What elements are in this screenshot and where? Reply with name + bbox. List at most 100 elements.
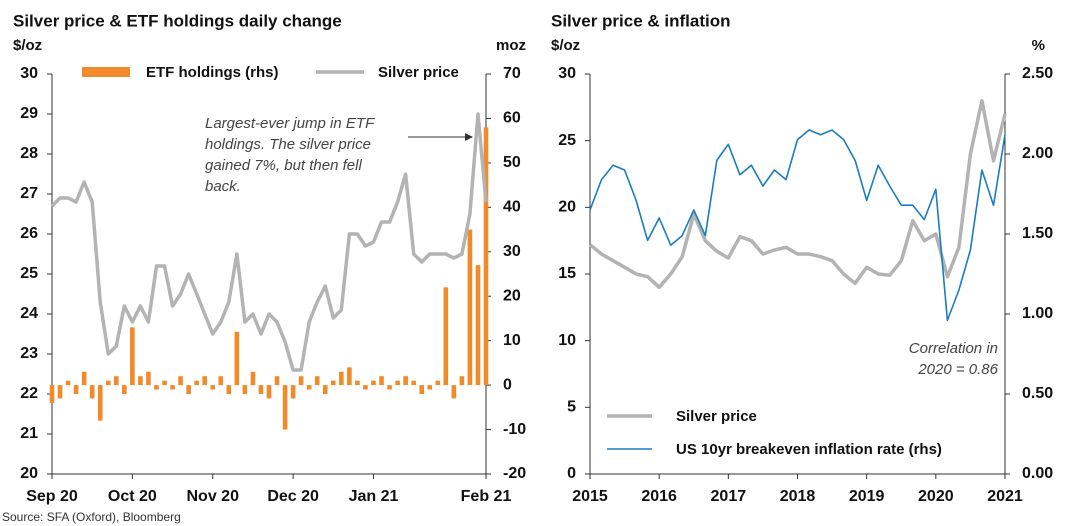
bar bbox=[73, 385, 79, 394]
bar bbox=[105, 380, 111, 386]
bar bbox=[130, 327, 135, 386]
annotation: 2020 = 0.86 bbox=[917, 361, 998, 378]
legend-label: US 10yr breakeven inflation rate (rhs) bbox=[676, 441, 942, 458]
y-tick-label: 0 bbox=[567, 465, 576, 482]
x-tick-label: Feb 21 bbox=[461, 488, 512, 505]
y2-tick-label: 2.00 bbox=[1022, 145, 1053, 162]
bar bbox=[170, 385, 175, 390]
y-tick-label: 23 bbox=[20, 345, 38, 362]
y-tick-label: 10 bbox=[558, 332, 576, 349]
y2-tick-label: 60 bbox=[503, 110, 521, 127]
bar bbox=[435, 380, 441, 386]
bar bbox=[387, 385, 392, 390]
bar bbox=[57, 385, 63, 399]
annotation: Correlation in bbox=[909, 340, 998, 357]
y-tick-label: 28 bbox=[20, 145, 38, 162]
annotation: gained 7%, but then fell bbox=[205, 157, 362, 174]
bar bbox=[339, 371, 344, 386]
bar bbox=[49, 385, 55, 403]
y2-tick-label: 50 bbox=[503, 154, 521, 171]
bar bbox=[162, 380, 167, 386]
bar bbox=[65, 380, 71, 386]
y-axis-unit: $/oz bbox=[13, 37, 42, 54]
y-tick-label: 30 bbox=[558, 65, 576, 82]
x-tick-label: Dec 20 bbox=[267, 488, 319, 505]
bar bbox=[178, 376, 183, 386]
bar bbox=[379, 376, 384, 386]
bar bbox=[122, 385, 127, 394]
bar bbox=[467, 229, 473, 386]
y2-tick-label: 0.50 bbox=[1022, 385, 1053, 402]
series-line bbox=[589, 129, 1006, 322]
x-tick-label: Sep 20 bbox=[26, 488, 78, 505]
y-axis-unit: $/oz bbox=[551, 37, 580, 54]
y-tick-label: 26 bbox=[20, 225, 38, 242]
y2-tick-label: 20 bbox=[503, 287, 521, 304]
y2-axis-unit: % bbox=[1032, 37, 1045, 54]
bar bbox=[411, 380, 416, 386]
y-tick-label: 15 bbox=[558, 265, 576, 282]
bar bbox=[154, 385, 159, 390]
series-line bbox=[50, 112, 488, 372]
annotation: holdings. The silver price bbox=[205, 136, 371, 153]
legend-label: Silver price bbox=[378, 64, 459, 81]
y2-tick-label: 40 bbox=[503, 199, 521, 216]
bar bbox=[266, 385, 272, 399]
y2-tick-label: 2.50 bbox=[1022, 65, 1053, 82]
legend-label: ETF holdings (rhs) bbox=[146, 64, 279, 81]
chart-title: Silver price & ETF holdings daily change bbox=[13, 11, 342, 30]
y2-tick-label: 70 bbox=[503, 65, 521, 82]
y-tick-label: 5 bbox=[567, 399, 576, 416]
bar bbox=[306, 385, 312, 390]
y-tick-label: 20 bbox=[20, 465, 38, 482]
bar bbox=[290, 385, 296, 399]
bar bbox=[226, 385, 232, 394]
bar bbox=[138, 376, 143, 386]
y2-tick-label: -10 bbox=[503, 421, 526, 438]
bar bbox=[298, 376, 304, 386]
y2-tick-label: 1.50 bbox=[1022, 225, 1053, 242]
bar bbox=[218, 376, 224, 386]
x-tick-label: 2017 bbox=[711, 488, 747, 505]
y2-axis-unit: moz bbox=[496, 37, 526, 54]
bar bbox=[347, 367, 352, 386]
y2-tick-label: -20 bbox=[503, 465, 526, 482]
bar bbox=[194, 380, 199, 386]
bar bbox=[322, 385, 328, 394]
bar bbox=[443, 287, 449, 386]
bar bbox=[258, 385, 264, 394]
legend-label: Silver price bbox=[676, 408, 757, 425]
chart-title: Silver price & inflation bbox=[551, 11, 731, 30]
y-tick-label: 22 bbox=[20, 385, 38, 402]
annotation: Largest-ever jump in ETF bbox=[205, 115, 375, 132]
x-tick-label: 2020 bbox=[918, 488, 954, 505]
x-tick-label: 2018 bbox=[780, 488, 816, 505]
bar bbox=[81, 371, 87, 386]
bar bbox=[419, 385, 425, 394]
x-tick-label: 2019 bbox=[849, 488, 885, 505]
bar bbox=[89, 385, 95, 399]
bar bbox=[330, 380, 336, 386]
bar bbox=[242, 385, 248, 394]
bar bbox=[202, 376, 208, 386]
y-tick-label: 27 bbox=[20, 185, 38, 202]
bar bbox=[355, 380, 360, 386]
x-tick-label: 2016 bbox=[641, 488, 677, 505]
series-line bbox=[588, 98, 1007, 290]
bar bbox=[210, 385, 216, 390]
source: Source: SFA (Oxford), Bloomberg bbox=[2, 510, 181, 524]
y-tick-label: 25 bbox=[20, 265, 38, 282]
x-tick-label: Jan 21 bbox=[349, 488, 399, 505]
y-tick-label: 20 bbox=[558, 199, 576, 216]
y-tick-label: 30 bbox=[20, 65, 38, 82]
bar bbox=[234, 331, 240, 386]
y2-tick-label: 10 bbox=[503, 332, 521, 349]
legend-swatch bbox=[82, 67, 130, 77]
y-tick-label: 29 bbox=[20, 105, 38, 122]
bar bbox=[282, 385, 288, 430]
bar bbox=[250, 371, 256, 386]
y2-tick-label: 30 bbox=[503, 243, 521, 260]
bar bbox=[403, 376, 408, 386]
bar bbox=[314, 376, 320, 386]
